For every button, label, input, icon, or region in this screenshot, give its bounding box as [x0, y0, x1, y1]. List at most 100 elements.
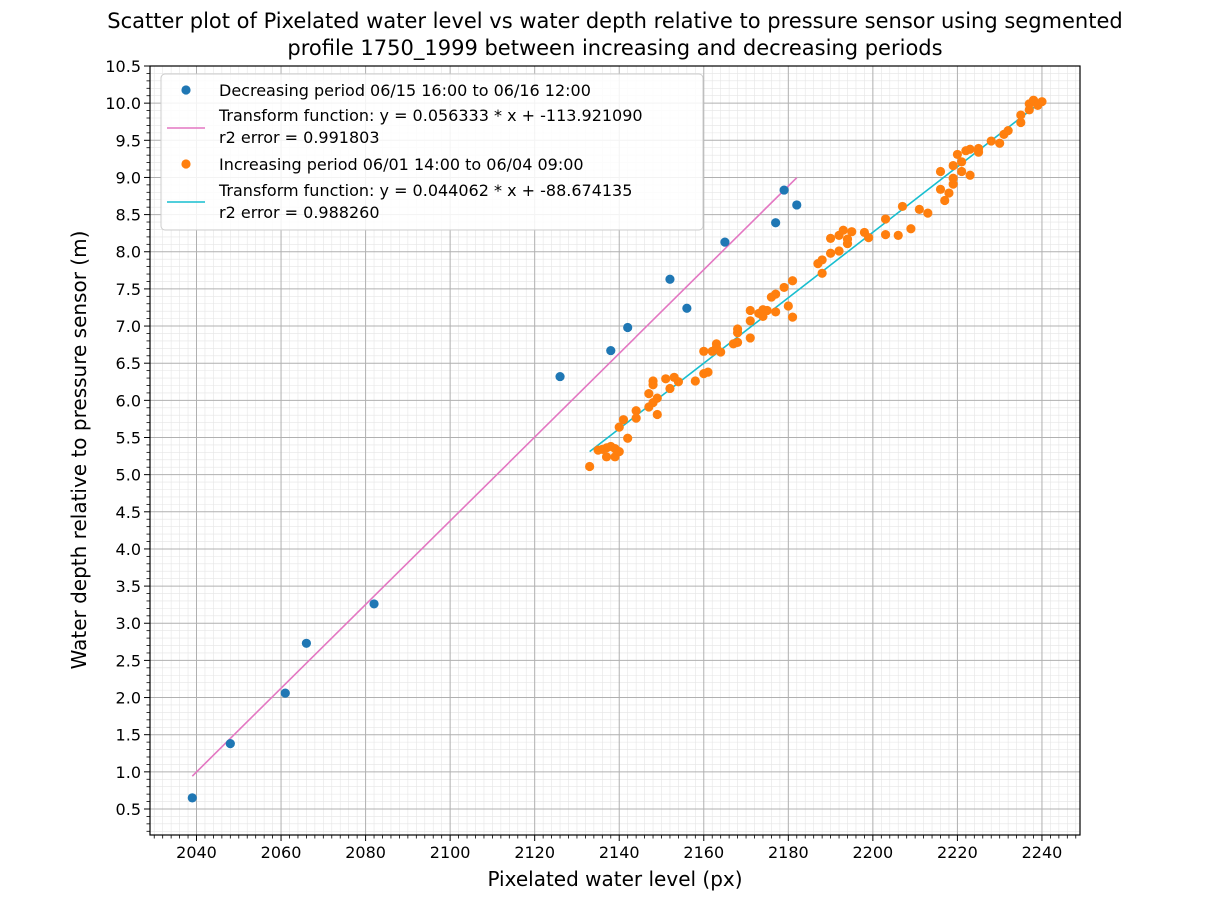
point-series-2 — [995, 138, 1005, 148]
y-tick-label: 4.5 — [116, 503, 141, 522]
point-series-2 — [644, 389, 654, 399]
point-series-1 — [665, 274, 675, 284]
point-series-2 — [965, 170, 975, 180]
point-series-2 — [665, 383, 675, 394]
x-tick-label: 2220 — [937, 843, 978, 862]
x-tick-label: 2060 — [261, 843, 302, 862]
point-series-2 — [834, 246, 844, 256]
point-series-2 — [614, 422, 624, 432]
point-series-1 — [792, 200, 802, 210]
x-tick-label: 2200 — [853, 843, 894, 862]
minor-grid — [150, 66, 1080, 835]
point-series-2 — [944, 188, 954, 198]
data-points — [187, 95, 1047, 803]
point-series-2 — [817, 268, 827, 278]
point-series-2 — [699, 346, 709, 356]
point-series-1 — [225, 739, 235, 749]
y-tick-label: 5.5 — [116, 428, 141, 447]
y-tick-label: 3.0 — [116, 614, 141, 633]
y-tick-label: 7.5 — [116, 280, 141, 299]
legend-label-fit-2-line-2: r2 error = 0.988260 — [219, 203, 380, 222]
point-series-2 — [614, 447, 624, 457]
x-axis-label: Pixelated water level (px) — [487, 867, 742, 891]
point-series-2 — [762, 305, 772, 316]
point-series-2 — [648, 376, 658, 386]
y-axis-label: Water depth relative to pressure sensor … — [67, 231, 91, 670]
point-series-2 — [897, 201, 908, 212]
legend-marker-increasing — [181, 159, 191, 169]
point-series-1 — [623, 322, 633, 333]
point-series-2 — [631, 413, 641, 423]
point-series-2 — [745, 333, 755, 343]
point-series-2 — [847, 227, 857, 237]
point-series-2 — [825, 233, 836, 243]
y-axis-ticks: 0.5 1.0 1.5 2.0 2.5 3.0 3.5 4.0 4.5 5.0 5.5 6.0 6.5 7… — [105, 57, 150, 832]
point-series-2 — [948, 173, 958, 183]
y-tick-label: 7.0 — [116, 317, 141, 336]
point-series-1 — [771, 218, 781, 228]
y-tick-label: 10.0 — [105, 94, 141, 113]
y-tick-label: 1.5 — [116, 726, 141, 745]
x-tick-label: 2040 — [176, 843, 217, 862]
x-axis-ticks: 2040 2060 2080 2100 2120 2140 2160 2180 2200 2220… — [153, 835, 1077, 862]
point-series-2 — [673, 377, 684, 387]
y-tick-label: 2.5 — [116, 651, 141, 670]
point-series-2 — [1016, 117, 1026, 128]
point-series-2 — [745, 316, 755, 326]
point-series-2 — [906, 224, 916, 234]
point-series-2 — [623, 433, 633, 443]
x-tick-label: 2160 — [683, 843, 724, 862]
point-series-2 — [690, 376, 700, 386]
major-grid — [150, 65, 1080, 835]
y-tick-label: 9.0 — [116, 168, 141, 187]
y-tick-label: 1.0 — [116, 763, 141, 782]
chart-title-line-1: Scatter plot of Pixelated water level vs… — [107, 9, 1122, 33]
y-tick-label: 5.0 — [116, 466, 141, 485]
point-series-2 — [732, 328, 743, 338]
legend-marker-decreasing — [181, 85, 191, 95]
point-series-1 — [301, 638, 312, 648]
point-series-2 — [957, 166, 967, 177]
legend-label-fit-2-line-1: Transform function: y = 0.044062 * x + -… — [218, 181, 632, 200]
fit-lines — [191, 100, 1043, 777]
point-series-2 — [1003, 126, 1013, 136]
plot-frame — [149, 65, 1081, 836]
y-tick-label: 10.5 — [105, 57, 141, 76]
point-series-2 — [893, 230, 903, 241]
x-tick-label: 2100 — [430, 843, 471, 862]
point-series-1 — [720, 237, 730, 247]
point-series-2 — [880, 214, 891, 224]
point-series-2 — [631, 406, 641, 416]
point-series-2 — [935, 166, 946, 177]
y-tick-label: 2.0 — [116, 689, 141, 708]
x-tick-label: 2240 — [1022, 843, 1063, 862]
legend-label-fit-1-line-2: r2 error = 0.991803 — [219, 128, 380, 147]
point-series-1 — [682, 303, 692, 313]
point-series-2 — [952, 149, 963, 160]
point-series-2 — [652, 393, 662, 403]
fit-line-2 — [589, 100, 1043, 453]
point-series-2 — [842, 234, 853, 244]
y-tick-label: 8.0 — [116, 243, 141, 262]
chart-title-line-2: profile 1750_1999 between increasing and… — [287, 36, 942, 61]
point-series-2 — [935, 184, 946, 194]
point-series-2 — [825, 248, 836, 258]
point-series-2 — [601, 452, 612, 462]
point-series-2 — [838, 225, 848, 235]
point-series-2 — [787, 312, 798, 322]
point-series-2 — [783, 301, 793, 311]
point-series-1 — [187, 793, 197, 803]
point-series-2 — [771, 307, 781, 317]
x-tick-label: 2080 — [345, 843, 386, 862]
legend-label-increasing: Increasing period 06/01 14:00 to 06/04 0… — [219, 155, 584, 174]
point-series-2 — [864, 233, 874, 243]
point-series-2 — [779, 282, 789, 293]
x-tick-label: 2140 — [599, 843, 640, 862]
point-series-2 — [957, 157, 967, 167]
point-series-2 — [732, 337, 743, 347]
point-series-2 — [661, 374, 671, 384]
point-series-2 — [745, 305, 755, 316]
point-series-2 — [817, 255, 827, 265]
point-series-2 — [923, 208, 933, 218]
